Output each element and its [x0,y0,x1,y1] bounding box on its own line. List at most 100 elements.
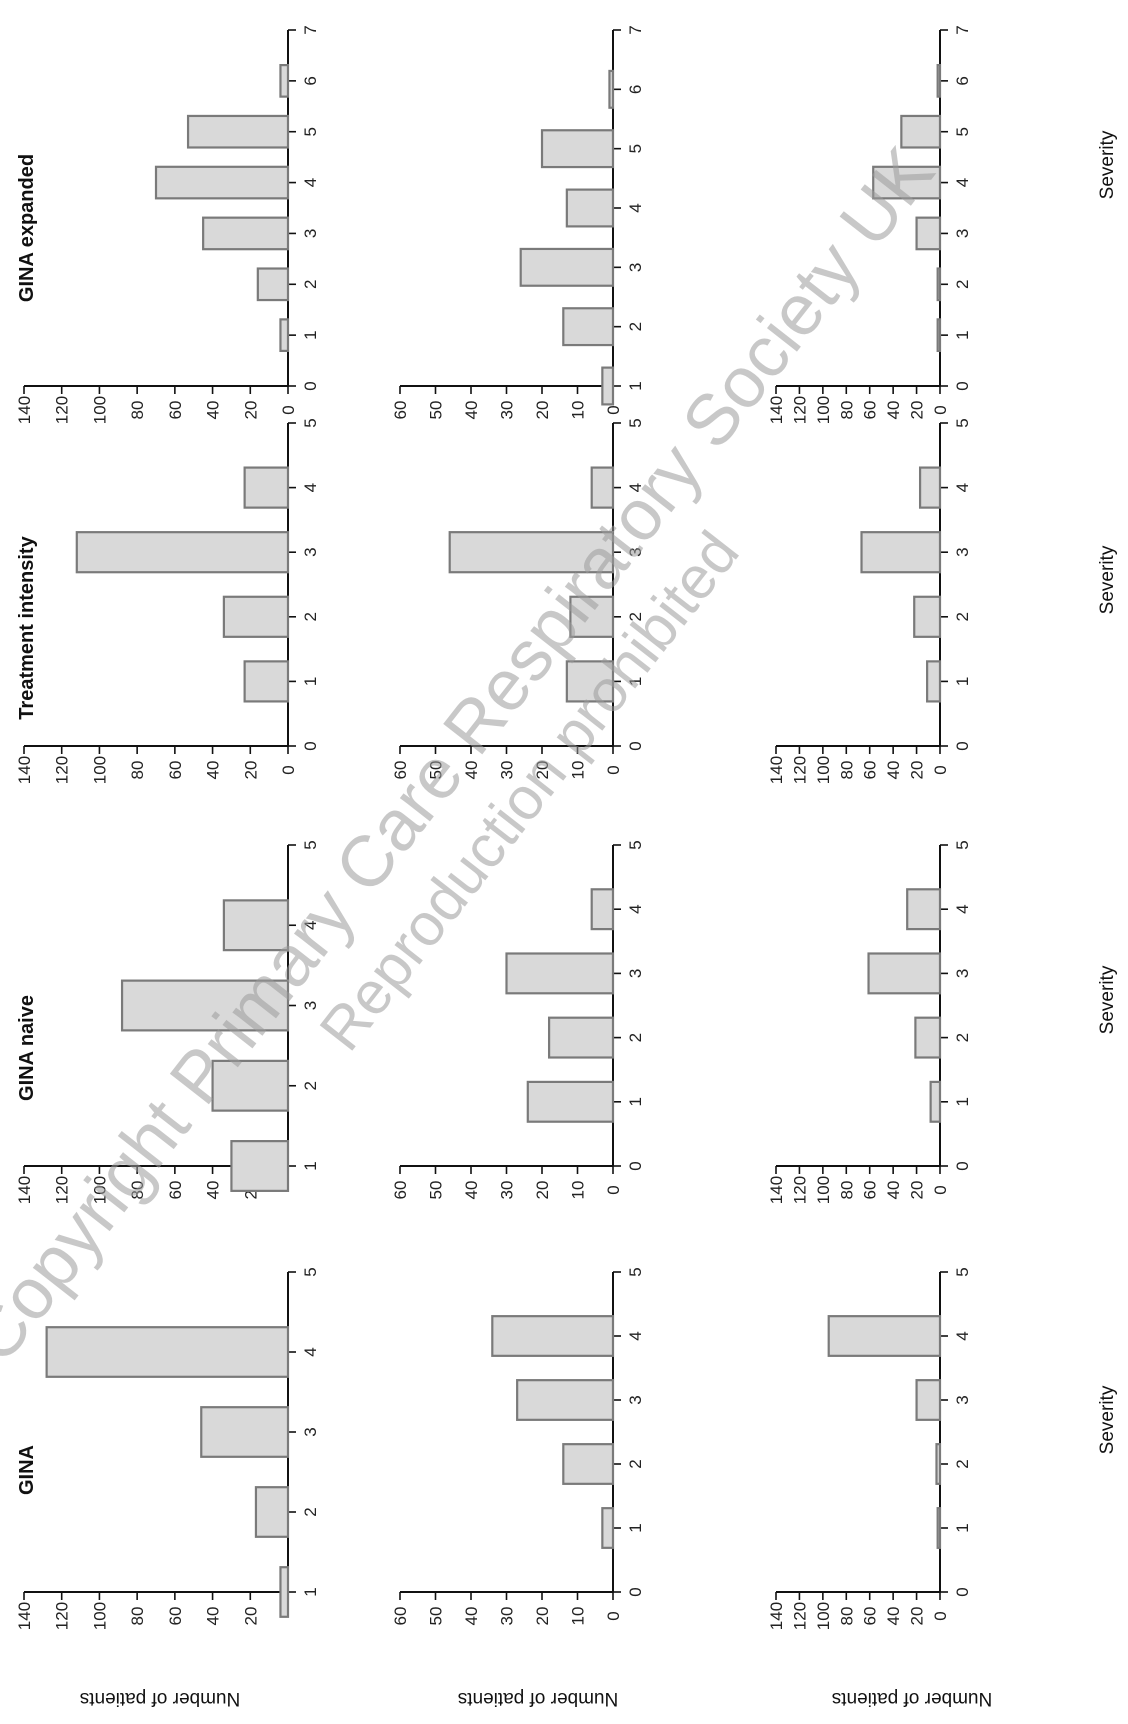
value-tick-label: 20 [908,1607,927,1626]
category-tick-label: 5 [953,418,972,427]
value-tick-label: 100 [814,1602,833,1630]
category-tick-label: 3 [953,547,972,556]
category-tick-label: 3 [301,1001,320,1010]
category-tick-label: 5 [953,127,972,136]
category-tick-label: 0 [953,741,972,750]
value-tick-label: 140 [767,1602,786,1630]
value-tick-label: 0 [931,1185,950,1194]
value-tick-label: 50 [427,761,446,780]
value-tick-label: 40 [462,1607,481,1626]
category-tick-label: 3 [953,969,972,978]
category-tick-label: 1 [953,330,972,339]
category-tick-label: 0 [301,381,320,390]
bar-6 [279,63,290,98]
value-tick-label: 120 [790,1602,809,1630]
bar-1 [929,1080,942,1123]
value-tick-label: 140 [767,396,786,424]
category-tick-label: 0 [953,381,972,390]
value-tick-label: 60 [391,1607,410,1626]
value-tick-label: 80 [128,1607,147,1626]
bar-3 [915,1379,942,1421]
category-tick-label: 1 [301,677,320,686]
bar-3 [202,216,290,251]
value-tick-label: 50 [427,1181,446,1200]
bar-1 [926,660,942,703]
value-tick-label: 120 [790,756,809,784]
value-tick-label: 120 [790,1176,809,1204]
value-tick-label: 0 [279,405,298,414]
category-tick-label: 0 [953,1587,972,1596]
value-tick-label: 80 [837,1607,856,1626]
bar-2 [547,1016,615,1059]
category-tick-label: 4 [301,483,320,492]
category-tick-label: 1 [953,677,972,686]
value-tick-label: 40 [204,761,223,780]
category-tick-label: 7 [301,25,320,34]
category-tick-label: 1 [626,1097,645,1106]
category-tick-label: 4 [626,904,645,913]
bar-1 [279,318,290,353]
category-tick-label: 4 [953,178,972,187]
value-tick-label: 140 [15,756,34,784]
category-tick-label: 2 [953,1459,972,1468]
category-tick-label: 4 [301,1347,320,1356]
value-tick-label: 80 [837,761,856,780]
bar-4 [827,1315,942,1357]
value-tick-label: 100 [90,1176,109,1204]
category-tick-label: 1 [953,1097,972,1106]
bar-6 [608,69,615,109]
value-tick-label: 40 [204,401,223,420]
panel-top-gina-expanded: 0 1 2 3 4 5 6 7 0 20 40 60 80 100 120 140 [15,25,320,424]
bar-3 [915,216,942,251]
value-tick-label: 140 [767,1176,786,1204]
value-tick-label: 0 [931,765,950,774]
category-tick-label: 1 [626,1523,645,1532]
value-tick-label: 60 [861,761,880,780]
bar-1 [565,660,615,703]
value-tick-label: 40 [884,1181,903,1200]
bar-1 [936,1507,942,1549]
bar-3 [516,1379,615,1421]
value-tick-label: 0 [931,405,950,414]
value-tick-label: 20 [908,401,927,420]
value-tick-label: 10 [569,1607,588,1626]
category-tick-label: 3 [301,1427,320,1436]
value-tick-label: 0 [604,405,623,414]
category-tick-label: 6 [626,85,645,94]
value-tick-label: 30 [498,1607,517,1626]
category-tick-label: 3 [626,263,645,272]
value-tick-label: 140 [15,396,34,424]
value-tick-label: 100 [814,756,833,784]
bar-4 [222,899,290,952]
value-tick-label: 100 [90,396,109,424]
value-tick-label: 100 [814,396,833,424]
bar-2 [222,595,290,638]
value-tick-label: 20 [241,761,260,780]
bar-4 [872,165,942,200]
value-tick-label: 120 [53,1176,72,1204]
category-tick-label: 3 [626,1395,645,1404]
labels-layer: GINA GINA naive Treatment intensity GINA ex… [16,130,1118,1709]
value-tick-label: 0 [931,1611,950,1620]
category-tick-label: 2 [301,280,320,289]
bar-2 [936,267,942,302]
bar-4 [45,1326,290,1378]
category-tick-label: 1 [301,1161,320,1170]
category-tick-label: 4 [301,178,320,187]
category-tick-label: 3 [953,1395,972,1404]
bar-2 [256,267,290,302]
value-tick-label: 10 [569,401,588,420]
value-tick-label: 140 [15,1602,34,1630]
value-tick-label: 10 [569,761,588,780]
category-tick-label: 2 [626,322,645,331]
value-tick-label: 80 [837,1181,856,1200]
value-tick-label: 120 [790,396,809,424]
bar-2 [569,595,615,638]
category-tick-label: 3 [301,229,320,238]
bar-1 [936,318,942,353]
